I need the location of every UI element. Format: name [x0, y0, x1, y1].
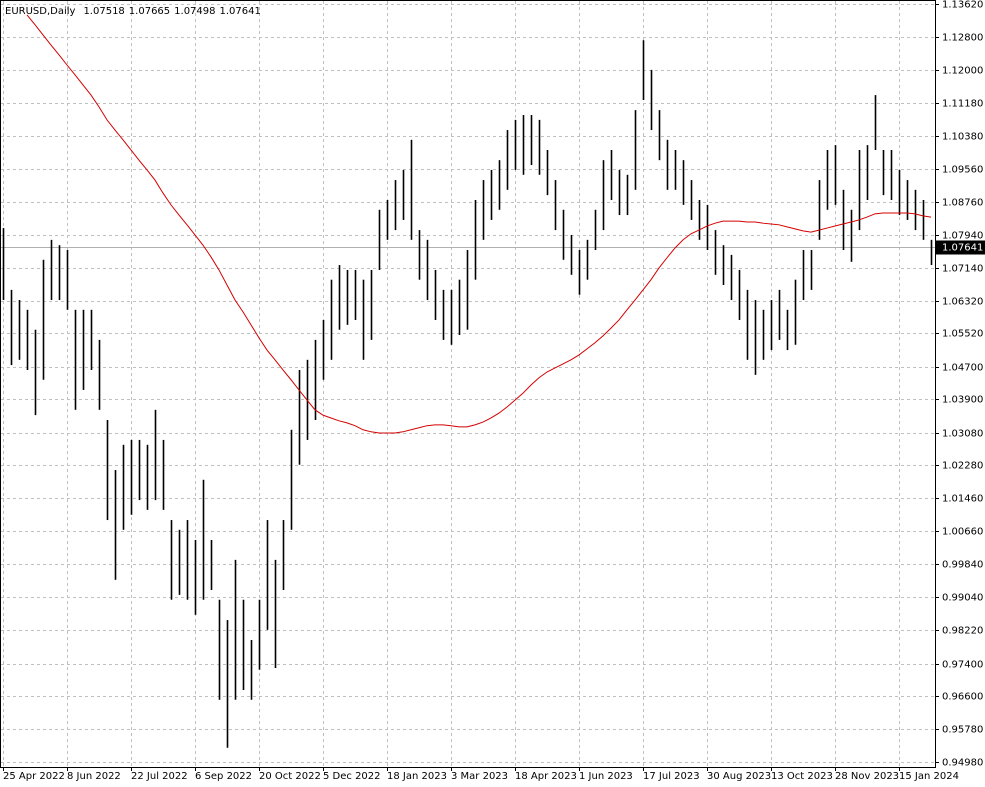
x-tick-label: 6 Sep 2022 [195, 771, 252, 782]
y-tick-label: 1.00660 [942, 527, 983, 538]
y-tick-label: 0.96600 [942, 692, 983, 703]
y-tick-label: 1.07140 [942, 264, 983, 275]
y-tick-label: 1.03080 [942, 429, 983, 440]
x-tick-label: 25 Apr 2022 [3, 771, 65, 782]
mark-layer [2, 14, 933, 748]
y-tick-label: 1.12800 [942, 33, 983, 44]
close-value: 1.07641 [220, 6, 261, 17]
y-tick-label: 1.05520 [942, 329, 983, 340]
y-tick-label: 1.12000 [942, 66, 983, 77]
y-tick-label: 0.98220 [942, 626, 983, 637]
x-tick-label: 13 Oct 2023 [771, 771, 833, 782]
y-tick-label: 0.97400 [942, 660, 983, 671]
current-price-label: 1.07641 [942, 243, 983, 254]
y-tick-label: 1.07940 [942, 231, 983, 242]
x-tick-label: 18 Jan 2023 [387, 771, 447, 782]
x-tick-label: 20 Oct 2022 [259, 771, 321, 782]
y-tick-label: 0.95780 [942, 725, 983, 736]
y-tick-label: 1.01460 [942, 494, 983, 505]
y-tick-label: 1.02280 [942, 461, 983, 472]
y-tick-label: 0.94980 [942, 758, 983, 769]
y-tick-label: 1.13620 [942, 0, 983, 11]
x-tick-label: 3 Mar 2023 [451, 771, 508, 782]
y-tick-label: 1.11180 [942, 99, 983, 110]
y-tick-label: 1.06320 [942, 297, 983, 308]
high-value: 1.07665 [129, 6, 170, 17]
y-tick-label: 1.10380 [942, 132, 983, 143]
plot-frame [0, 0, 936, 768]
x-tick-label: 30 Aug 2023 [707, 771, 771, 782]
x-tick-label: 1 Jun 2023 [579, 771, 633, 782]
y-tick-label: 1.04700 [942, 363, 983, 374]
x-tick-label: 5 Dec 2022 [323, 771, 381, 782]
y-tick-label: 1.03900 [942, 395, 983, 406]
x-tick-label: 28 Nov 2023 [835, 771, 899, 782]
x-tick-label: 18 Apr 2023 [515, 771, 577, 782]
header: EURUSD,Daily 1.07518 1.07665 1.07498 1.07641 [5, 6, 261, 17]
y-tick-label: 1.09560 [942, 165, 983, 176]
x-tick-label: 15 Jan 2024 [899, 771, 959, 782]
symbol-title: EURUSD,Daily [5, 6, 76, 17]
y-tick-label: 0.99840 [942, 560, 983, 571]
x-tick-label: 8 Jun 2022 [67, 771, 121, 782]
open-value: 1.07518 [83, 6, 124, 17]
y-tick-label: 1.08760 [942, 198, 983, 209]
moving-average [26, 14, 932, 434]
y-tick-label: 0.99040 [942, 593, 983, 604]
x-tick-label: 17 Jul 2023 [643, 771, 700, 782]
low-value: 1.07498 [174, 6, 215, 17]
x-tick-label: 22 Jul 2022 [131, 771, 188, 782]
current-price-box [935, 240, 985, 255]
